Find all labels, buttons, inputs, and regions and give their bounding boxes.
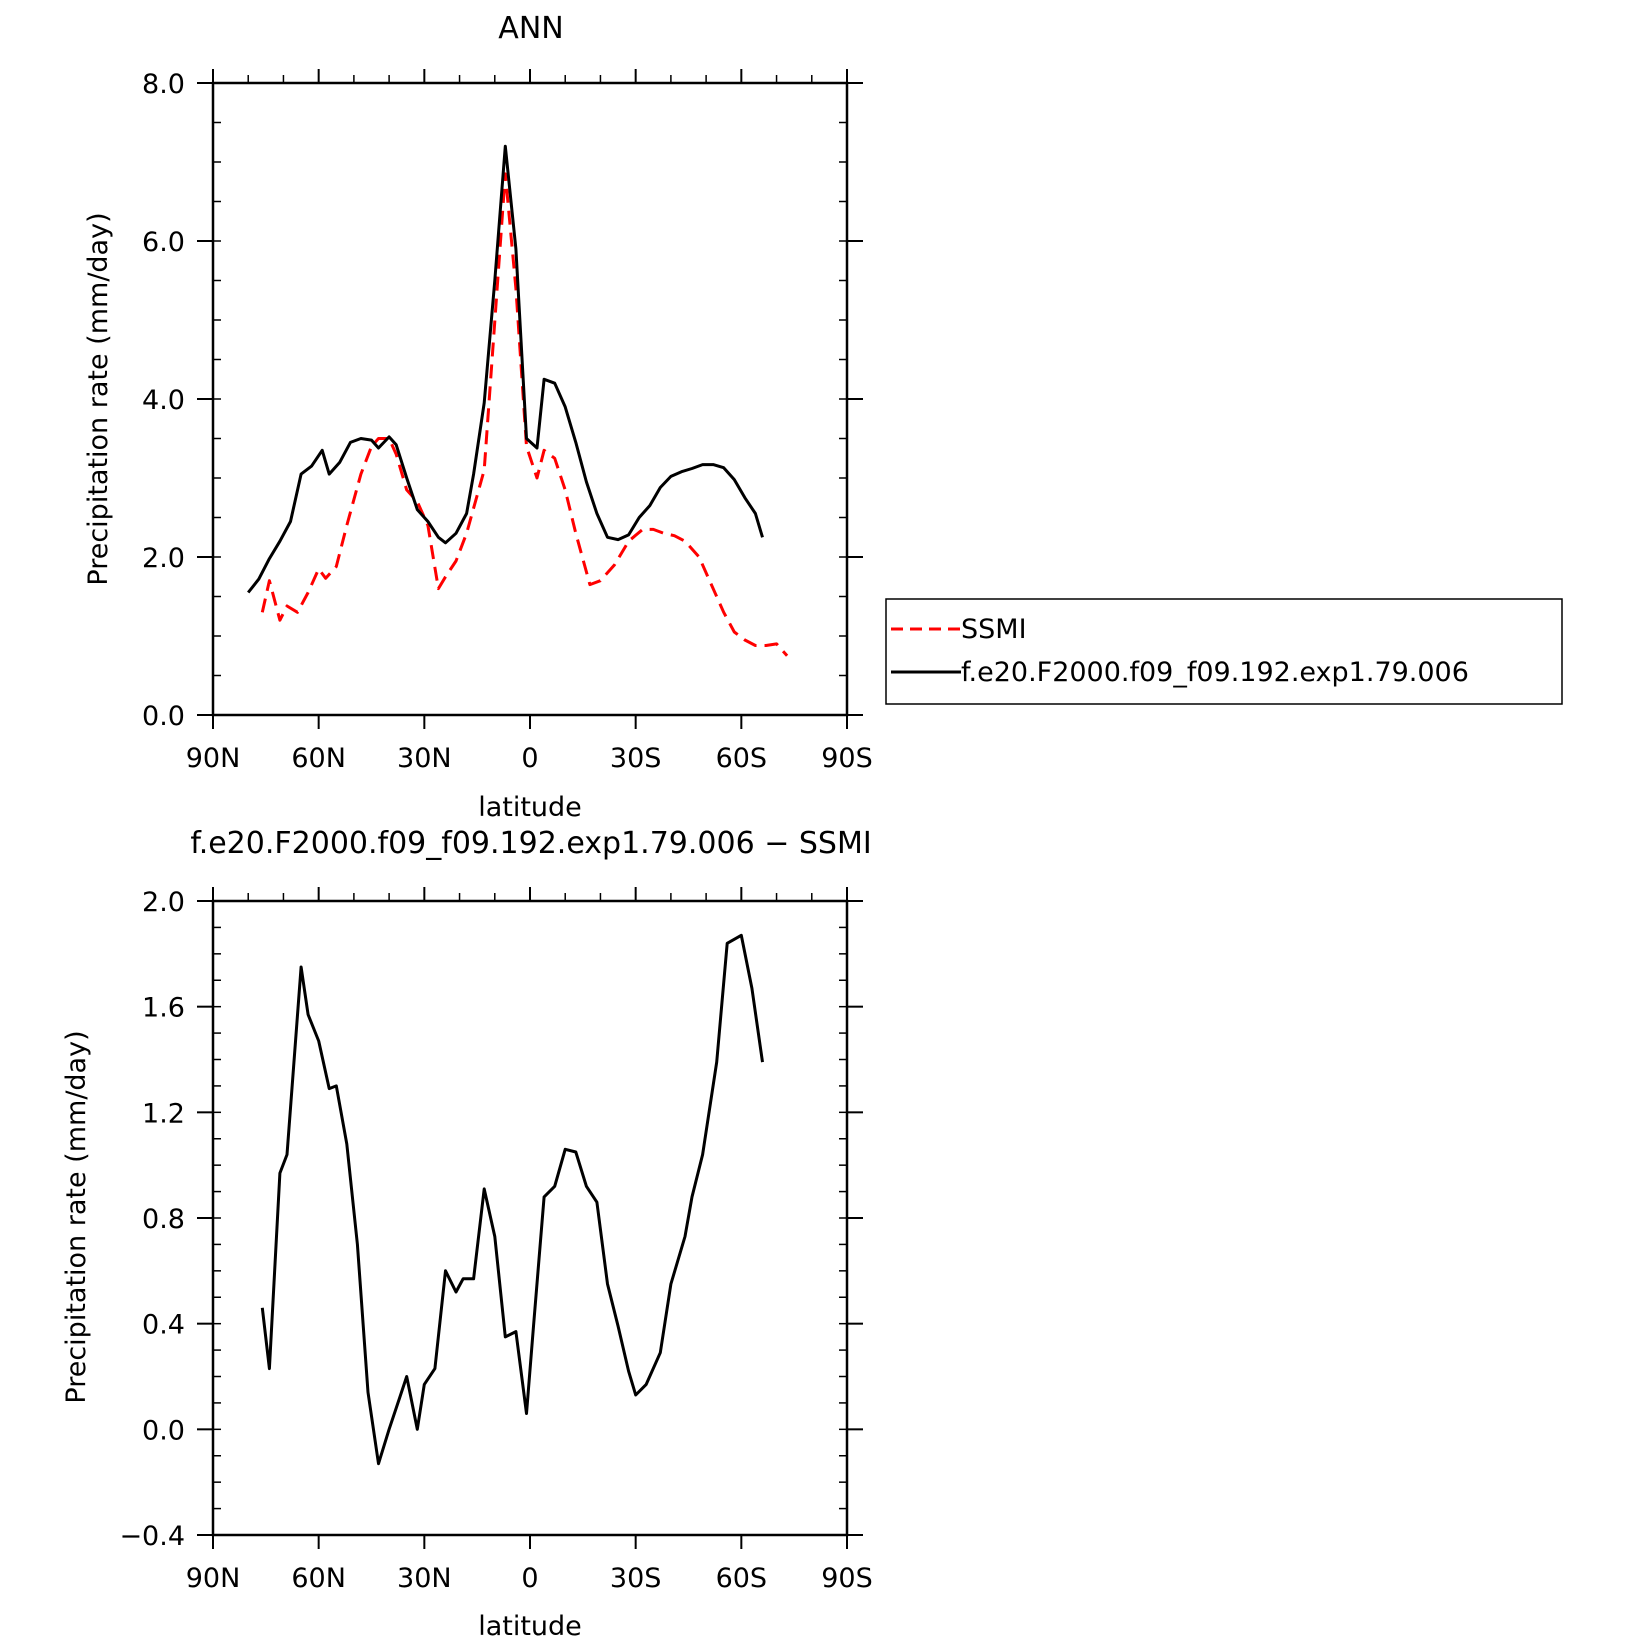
legend-label-ssmi: SSMI [961,614,1027,645]
y-tick-label-top: 2.0 [142,543,185,574]
x-tick-label-top: 60N [291,743,346,774]
y-tick-label-top: 0.0 [142,701,185,732]
y-tick-label-bottom: 2.0 [142,887,185,918]
series-line-ssmi-top [260,172,789,657]
x-tick-label-top: 30S [610,743,662,774]
y-tick-label-bottom: 0.8 [142,1204,185,1235]
y-tick-label-bottom: 1.6 [142,993,185,1024]
x-axis-title-top: latitude [478,792,582,823]
x-tick-label-bottom: 90N [186,1563,241,1594]
legend-box [885,598,1563,705]
y-tick-label-bottom: 1.2 [142,1098,185,1129]
plot-title-bottom: f.e20.F2000.f09_f09.192.exp1.79.006 − SS… [190,826,871,861]
y-tick-label-bottom: 0.4 [142,1310,185,1341]
y-axis-title-top: Precipitation rate (mm/day) [83,212,114,585]
series-layer-top [247,144,789,657]
legend-label-model: f.e20.F2000.f09_f09.192.exp1.79.006 [961,657,1469,688]
x-tick-label-bottom: 30N [397,1563,452,1594]
x-tick-label-top: 90S [821,743,873,774]
y-tick-label-bottom: −0.4 [119,1521,185,1552]
y-axis-title-bottom: Precipitation rate (mm/day) [61,1030,92,1403]
ticks-bottom: 90N 60N 30N 0 30S 60S 90S −0.4 0.0 0.4 0.8 1.2 1.6 2.… [119,887,873,1594]
x-tick-label-bottom: 0 [521,1563,538,1594]
ticks-top: 90N 60N 30N 0 30S 60S 90S 0.0 2.0 4.0 6.0 8.0 [142,69,873,774]
x-tick-label-bottom: 90S [821,1563,873,1594]
x-tick-label-bottom: 60N [291,1563,346,1594]
y-tick-label-top: 6.0 [142,227,185,258]
y-tick-label-bottom: 0.0 [142,1415,185,1446]
x-tick-label-top: 0 [521,743,538,774]
plot-frame-top [211,81,849,717]
legend: SSMI f.e20.F2000.f09_f09.192.exp1.79.006 [885,598,1563,705]
y-tick-label-top: 4.0 [142,385,185,416]
x-tick-label-bottom: 60S [716,1563,768,1594]
series-layer-bottom [260,933,764,1466]
series-line-model-bottom [260,933,764,1466]
x-tick-label-top: 30N [397,743,452,774]
plot-title-top: ANN [498,11,563,46]
x-tick-label-top: 60S [716,743,768,774]
y-tick-label-top: 8.0 [142,69,185,100]
annual-precip-panel: ANN 90N 60N 30N 0 30S 60S 90S 0.0 2.0 4.0 6.0 8.0 P… [83,11,1563,823]
x-tick-label-top: 90N [186,743,241,774]
series-line-model-top [247,144,764,594]
x-axis-title-bottom: latitude [478,1611,582,1641]
difference-panel: f.e20.F2000.f09_f09.192.exp1.79.006 − SS… [61,826,873,1641]
x-tick-label-bottom: 30S [610,1563,662,1594]
